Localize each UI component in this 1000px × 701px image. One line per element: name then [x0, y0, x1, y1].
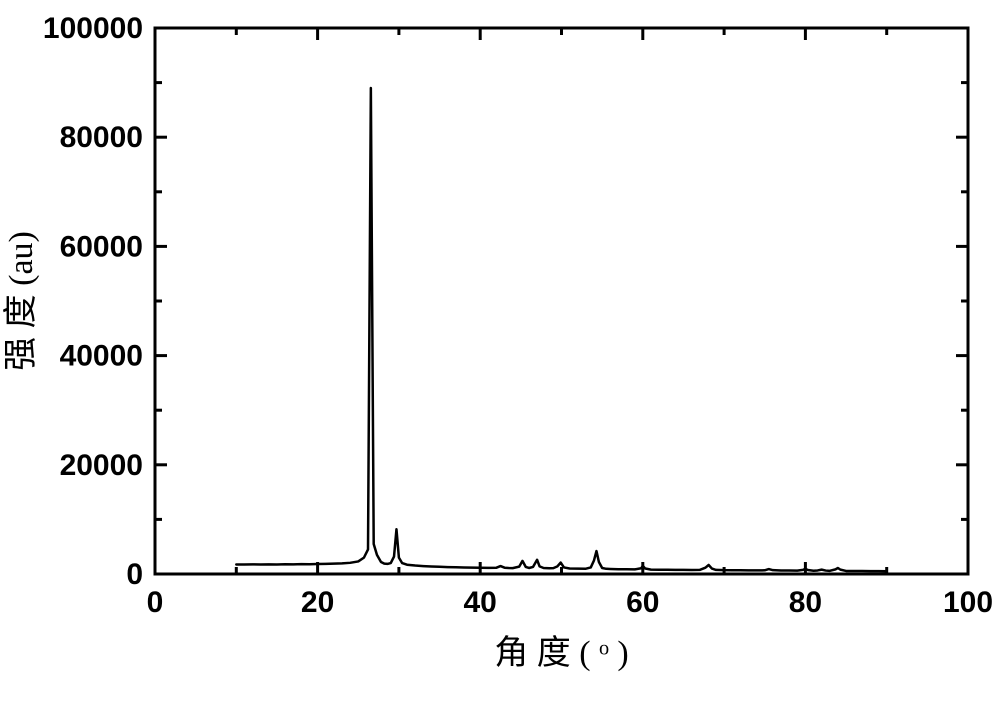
x-tick-label: 0 — [147, 586, 164, 619]
xrd-chart: 0 20 40 60 80 100 0 20000 40000 60000 80000 100000 角… — [0, 0, 1000, 701]
x-tick-label: 20 — [301, 586, 334, 619]
x-tick-label: 100 — [943, 586, 993, 619]
y-tick-label: 0 — [126, 558, 143, 591]
y-tick-label: 60000 — [60, 230, 143, 263]
chart-svg: 0 20 40 60 80 100 0 20000 40000 60000 80000 100000 角… — [0, 0, 1000, 701]
x-axis-label: 角 度 ( ᵒ ) — [494, 634, 628, 672]
y-tick-label: 100000 — [43, 12, 143, 45]
x-tick-label: 80 — [789, 586, 822, 619]
x-tick-label: 60 — [626, 586, 659, 619]
x-tick-label: 40 — [464, 586, 497, 619]
y-axis-label: 强 度 (au) — [2, 231, 40, 371]
y-tick-label: 40000 — [60, 340, 143, 373]
y-tick-label: 80000 — [60, 121, 143, 154]
y-tick-label: 20000 — [60, 449, 143, 482]
